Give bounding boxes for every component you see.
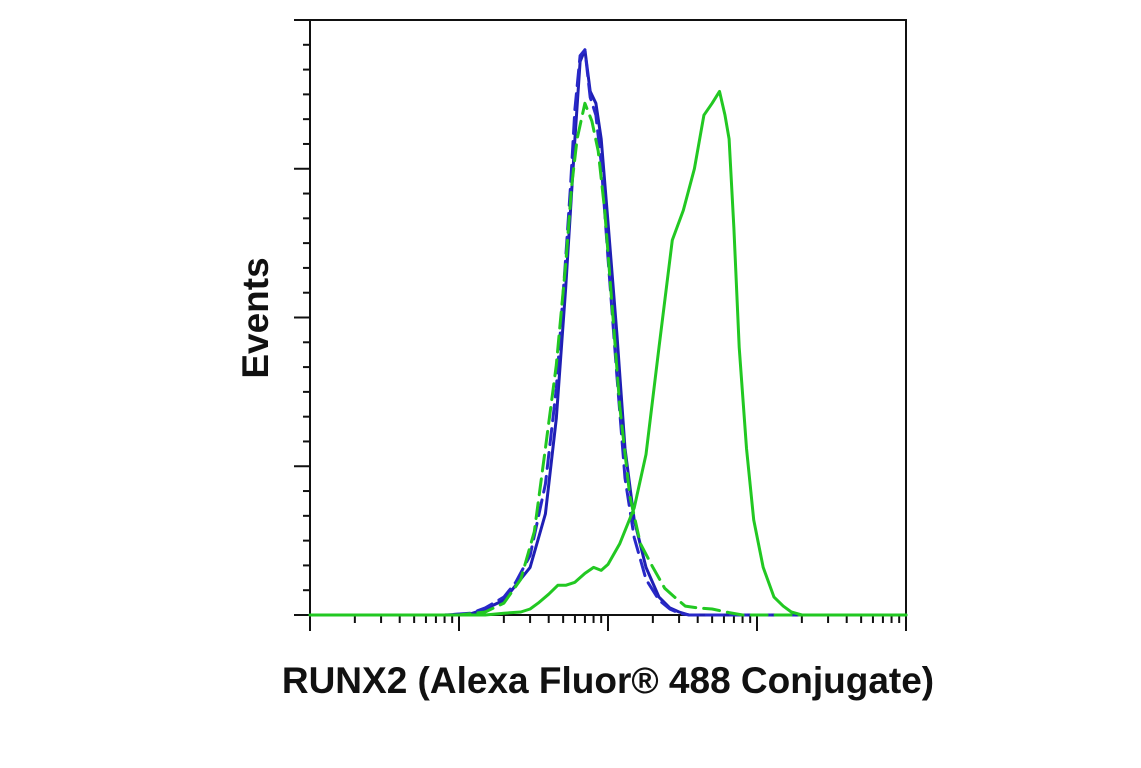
series-line-2 [310,50,906,615]
series-layer [310,50,906,615]
series-line-4 [310,91,906,615]
x-axis-ticks [310,615,906,631]
y-axis-ticks [294,20,310,615]
x-axis-title: RUNX2 (Alexa Fluor® 488 Conjugate) [282,660,934,701]
y-axis-title: Events [235,257,276,378]
plot-frame [310,20,906,615]
series-line-3 [310,103,906,615]
series-line-1 [310,50,906,615]
